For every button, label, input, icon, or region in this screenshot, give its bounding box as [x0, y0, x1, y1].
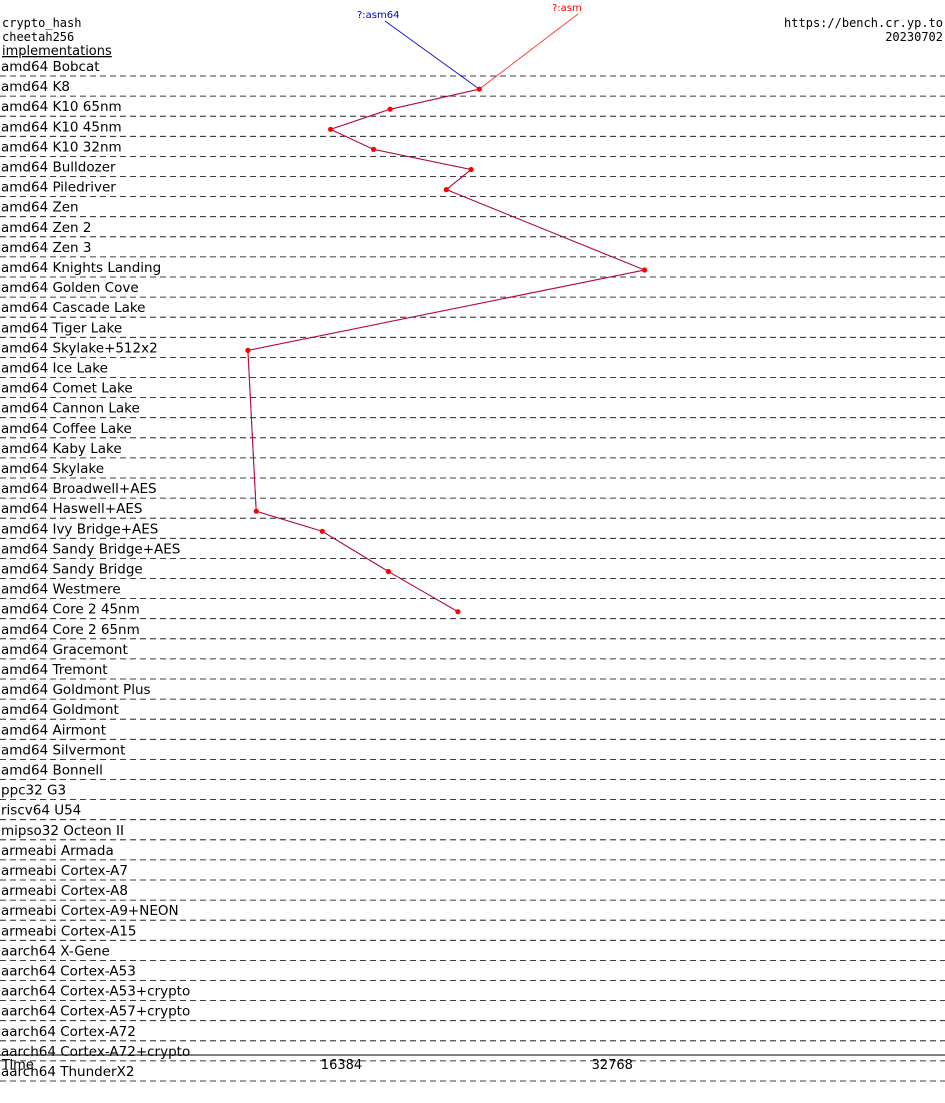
x-ticks: 16384 32768: [321, 1058, 633, 1073]
category-label: amd64 Core 2 65nm: [1, 622, 140, 638]
category-label: amd64 Zen: [1, 200, 79, 216]
category-label: amd64 Goldmont: [1, 702, 119, 718]
category-label: amd64 Skylake+512x2: [1, 340, 158, 356]
category-label: amd64 Ice Lake: [1, 361, 108, 377]
category-label: armeabi Cortex-A15: [1, 923, 137, 939]
category-label: amd64 Cascade Lake: [1, 300, 146, 316]
data-point: [328, 126, 334, 132]
category-label: amd64 Comet Lake: [1, 381, 133, 397]
category-label: amd64 Sandy Bridge+AES: [1, 541, 180, 557]
category-label: amd64 Skylake: [1, 461, 104, 477]
category-label: ppc32 G3: [1, 783, 66, 799]
category-label: amd64 K10 32nm: [1, 139, 122, 155]
data-point: [443, 187, 449, 193]
legend-asm: ?:asm: [552, 3, 582, 14]
source-url: https://bench.cr.yp.to: [784, 16, 943, 30]
series-lines: [247, 13, 647, 613]
category-label: amd64 Bonnell: [1, 763, 103, 779]
data-point: [455, 609, 461, 615]
category-label: aarch64 X-Gene: [1, 943, 110, 959]
primitive-label: crypto_hash: [2, 16, 81, 30]
category-label: amd64 K10 65nm: [1, 99, 122, 115]
category-label: amd64 Gracemont: [1, 642, 128, 658]
category-label: amd64 Piledriver: [1, 180, 116, 196]
category-label: amd64 Kaby Lake: [1, 441, 122, 457]
category-label: aarch64 Cortex-A57+crypto: [1, 1004, 190, 1020]
data-point: [371, 146, 377, 152]
data-point: [319, 528, 325, 534]
algorithm-name: cheetah256: [2, 30, 74, 44]
category-label: aarch64 Cortex-A72+crypto: [1, 1044, 190, 1060]
category-label: amd64 Core 2 45nm: [1, 602, 140, 618]
data-point: [642, 267, 648, 273]
category-label: aarch64 Cortex-A72: [1, 1024, 136, 1040]
category-label: aarch64 Cortex-A53+crypto: [1, 984, 190, 1000]
category-label: amd64 Airmont: [1, 722, 106, 738]
category-label: amd64 Cannon Lake: [1, 401, 140, 417]
category-label: amd64 Silvermont: [1, 742, 125, 758]
category-label: amd64 Tiger Lake: [1, 320, 122, 336]
data-point: [245, 347, 251, 353]
section-title: implementations: [2, 44, 112, 59]
x-axis-label: Time: [1, 1058, 34, 1073]
category-label: aarch64 Cortex-A53: [1, 964, 136, 980]
category-label: amd64 K10 45nm: [1, 119, 122, 135]
category-label: amd64 Goldmont Plus: [1, 682, 151, 698]
category-label: riscv64 U54: [1, 803, 81, 819]
category-label: mipso32 Octeon II: [1, 823, 124, 839]
category-label: amd64 Broadwell+AES: [1, 481, 157, 497]
category-label: armeabi Cortex-A7: [1, 863, 128, 879]
series-line-asm64: [247, 20, 647, 613]
data-point: [253, 508, 259, 514]
category-label: amd64 Knights Landing: [1, 260, 161, 276]
category-label: amd64 Golden Cove: [1, 280, 139, 296]
category-label: armeabi Cortex-A9+NEON: [1, 903, 179, 919]
category-label: aarch64 ThunderX2: [1, 1064, 134, 1080]
report-date: 20230702: [885, 30, 943, 44]
data-point: [387, 106, 393, 112]
data-point: [476, 86, 482, 92]
category-label: amd64 Ivy Bridge+AES: [1, 521, 158, 537]
category-label: amd64 Zen 3: [1, 240, 91, 256]
legend-asm64: ?:asm64: [357, 10, 399, 21]
series-points: [245, 86, 648, 615]
x-tick-label: 16384: [321, 1058, 362, 1073]
category-label: armeabi Armada: [1, 843, 114, 859]
category-label: amd64 Zen 2: [1, 220, 91, 236]
category-label: armeabi Cortex-A8: [1, 883, 128, 899]
category-rows: amd64 Bobcat amd64 K8 amd64 K10 65nm amd64 …: [0, 59, 945, 1082]
category-label: amd64 K8: [1, 79, 70, 95]
category-label: amd64 Haswell+AES: [1, 501, 142, 517]
series-line-asm: [247, 13, 647, 613]
data-point: [385, 568, 391, 575]
x-tick-label: 32768: [592, 1058, 633, 1073]
data-point: [468, 166, 474, 173]
category-label: amd64 Tremont: [1, 662, 108, 678]
category-label: amd64 Bulldozer: [1, 160, 116, 176]
category-label: amd64 Sandy Bridge: [1, 562, 143, 578]
category-label: amd64 Coffee Lake: [1, 421, 132, 437]
category-label: amd64 Bobcat: [1, 59, 100, 75]
category-label: amd64 Westmere: [1, 582, 121, 598]
